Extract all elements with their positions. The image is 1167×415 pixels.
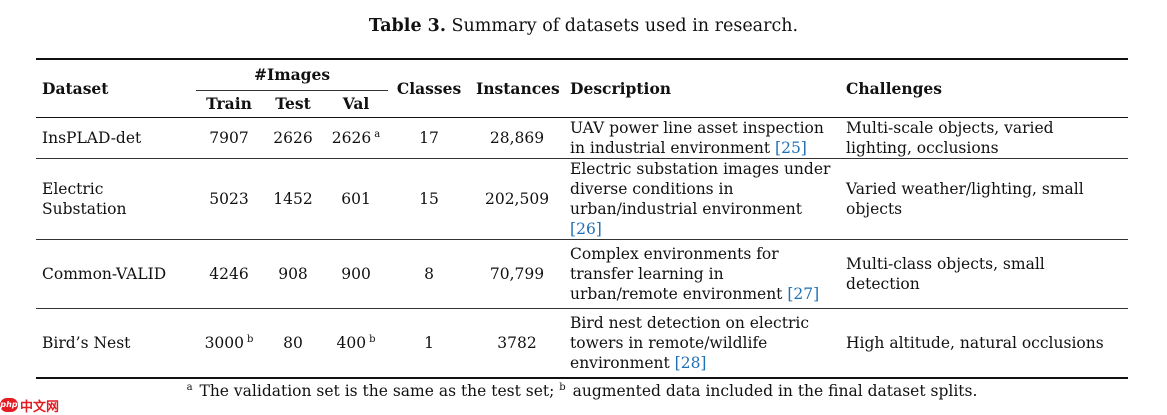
datasets-table: Dataset #Images Classes Instances Descri… — [36, 58, 1129, 379]
cell-instances: 28,869 — [470, 117, 565, 159]
citation-link[interactable]: [28] — [674, 353, 707, 372]
cell-instances: 3782 — [470, 308, 565, 379]
table-row: Common-VALID 4246 908 900 8 70,799 Compl… — [36, 239, 1129, 309]
header-images-group: #Images — [196, 58, 389, 91]
cell-classes: 1 — [388, 308, 471, 379]
header-row-2: Train Test Val — [36, 91, 1128, 118]
cell-train: 5023 — [196, 158, 262, 240]
cell-classes: 17 — [388, 117, 471, 159]
cell-dataset: InsPLAD-det — [36, 117, 196, 159]
footnote-mark: b — [247, 333, 254, 345]
footnote-mark: b — [369, 333, 376, 345]
cell-val: 400 b — [324, 308, 389, 379]
cell-val: 601 — [324, 158, 389, 240]
header-challenges: Challenges — [840, 58, 1129, 118]
table-footnote: a The validation set is the same as the … — [36, 381, 1128, 401]
cell-test: 2626 — [262, 117, 324, 159]
table-row: InsPLAD-det 7907 2626 2626 a 17 28,869 UA… — [36, 117, 1129, 159]
header-classes: Classes — [388, 58, 471, 118]
citation-link[interactable]: [25] — [775, 139, 807, 157]
cell-instances: 70,799 — [470, 239, 565, 309]
header-instances: Instances — [470, 58, 565, 118]
footnote-text-b: augmented data included in the final dat… — [572, 382, 978, 400]
cell-description: UAV power line asset inspection in indus… — [564, 117, 841, 159]
header-test: Test — [275, 94, 311, 113]
table-row: Electric Substation 5023 1452 601 15 202… — [36, 158, 1129, 240]
cell-train: 7907 — [196, 117, 262, 159]
site-watermark: php 中文网 — [0, 396, 60, 415]
cell-train: 4246 — [196, 239, 262, 309]
cell-challenges: Multi-scale objects, varied lighting, oc… — [840, 117, 1129, 159]
header-val: Val — [342, 94, 370, 113]
citation-link[interactable]: [26] — [570, 220, 602, 238]
header-row-1: Dataset #Images Classes Instances Descri… — [36, 58, 1129, 118]
watermark-text: 中文网 — [20, 399, 60, 415]
cell-classes: 15 — [388, 158, 471, 240]
cell-challenges: High altitude, natural occlusions — [840, 308, 1129, 379]
cell-test: 1452 — [262, 158, 324, 240]
cell-train: 3000 b — [196, 308, 262, 379]
footnote-mark: a — [374, 129, 381, 140]
header-description: Description — [564, 58, 841, 118]
cell-description: Bird nest detection on electric towers i… — [564, 308, 841, 379]
table-row: Bird’s Nest 3000 b 80 400 b 1 3782 Bird ne… — [36, 308, 1129, 379]
cell-val: 900 — [324, 239, 389, 309]
footnote-mark-a: a — [186, 382, 193, 393]
table-caption: Table 3. Summary of datasets used in res… — [0, 14, 1167, 38]
cell-test: 908 — [262, 239, 324, 309]
cell-test: 80 — [262, 308, 324, 379]
header-train: Train — [206, 94, 252, 113]
cell-challenges: Multi-class objects, small detection — [840, 239, 1129, 309]
cell-val: 2626 a — [324, 117, 389, 159]
footnote-mark-b: b — [559, 382, 566, 393]
php-logo-icon: php — [0, 398, 18, 412]
cell-challenges: Varied weather/lighting, small objects — [840, 158, 1129, 240]
cell-dataset: Bird’s Nest — [36, 308, 196, 379]
citation-link[interactable]: [27] — [787, 285, 820, 303]
header-dataset: Dataset — [36, 58, 196, 118]
caption-label: Table 3. — [368, 16, 446, 36]
cell-description: Electric substation images under diverse… — [564, 158, 841, 240]
cell-description: Complex environments for transfer learni… — [564, 239, 841, 309]
cell-dataset: Common-VALID — [36, 239, 196, 309]
caption-text: Summary of datasets used in research. — [451, 16, 799, 36]
cell-classes: 8 — [388, 239, 471, 309]
footnote-text-a: The validation set is the same as the te… — [199, 382, 555, 400]
cell-instances: 202,509 — [470, 158, 565, 240]
cell-dataset: Electric Substation — [36, 158, 196, 240]
